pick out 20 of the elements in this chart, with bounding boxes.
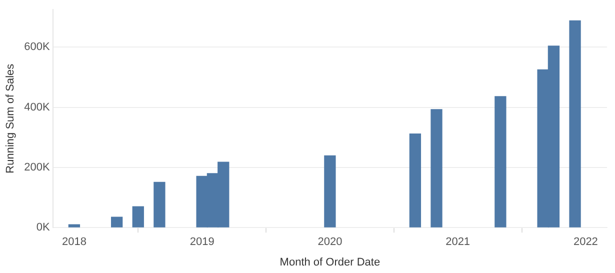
bar — [132, 206, 144, 228]
x-tick-label: 2018 — [62, 236, 86, 248]
bar — [494, 96, 506, 228]
bar — [154, 182, 166, 228]
y-tick-label: 600K — [24, 41, 51, 54]
x-tick-label: 2022 — [573, 236, 598, 248]
x-tick-label: 2020 — [318, 236, 342, 248]
x-axis-title: Month of Order Date — [280, 256, 380, 268]
bar — [324, 155, 336, 228]
y-tick-label: 200K — [24, 161, 51, 174]
bar — [110, 216, 123, 228]
x-tick-label: 2021 — [446, 236, 470, 248]
bar — [68, 224, 80, 228]
bar — [409, 133, 422, 228]
y-axis-title: Running Sum of Sales — [4, 63, 17, 174]
bar — [569, 20, 581, 228]
y-tick-label: 0K — [36, 222, 51, 234]
bar — [430, 109, 442, 228]
x-tick-label: 2019 — [190, 236, 214, 248]
y-tick-label: 400K — [24, 101, 51, 114]
